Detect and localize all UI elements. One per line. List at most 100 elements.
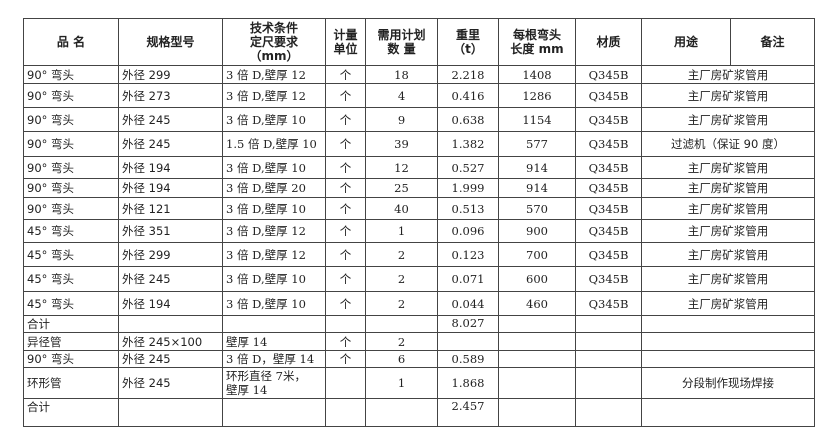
cell-material: Q345B (575, 197, 642, 220)
cell-item-name: 90° 弯头 (23, 156, 119, 179)
cell-spec: 外径 245 (118, 367, 223, 399)
cell-item-name: 异径管 (23, 332, 119, 351)
cell-spec: 外径 299 (118, 65, 223, 84)
cell-length: 577 (498, 131, 576, 157)
cell-usage: 主厂房矿浆管用 (641, 83, 815, 108)
cell-tech-req: 3 倍 D,壁厚 12 (222, 65, 326, 84)
cell-item-name: 90° 弯头 (23, 83, 119, 108)
cell-length (498, 350, 576, 368)
cell-tech-req: 3 倍 D,壁厚 12 (222, 242, 326, 267)
cell-tech-req: 3 倍 D，壁厚 14 (222, 350, 326, 368)
table-row: 90° 弯头 外径 245 3 倍 D,壁厚 10 个 9 0.638 1154 Q345B 主… (23, 107, 815, 132)
cell-spec: 外径 194 (118, 156, 223, 179)
cell-material: Q345B (575, 156, 642, 179)
cell-item-name: 环形管 (23, 367, 119, 399)
cell-unit: 个 (325, 107, 366, 132)
cell-tech-req: 3 倍 D,壁厚 20 (222, 178, 326, 198)
header-col-spec: 规格型号 (118, 18, 223, 66)
cell-spec: 外径 194 (118, 291, 223, 316)
cell-material: Q345B (575, 83, 642, 108)
cell-item-name: 45° 弯头 (23, 291, 119, 316)
cell-item-name: 90° 弯头 (23, 350, 119, 368)
table-row: 90° 弯头 外径 194 3 倍 D,壁厚 20 个 25 1.999 914 Q345B 主… (23, 178, 815, 198)
cell-tech-req: 3 倍 D,壁厚 10 (222, 291, 326, 316)
cell-weight: 0.071 (437, 266, 499, 292)
cell-usage (641, 315, 815, 333)
cell-tech-req (222, 315, 326, 333)
cell-quantity: 1 (365, 367, 438, 399)
cell-material (575, 367, 642, 399)
cell-length: 1154 (498, 107, 576, 132)
cell-weight (437, 332, 499, 351)
cell-spec: 外径 245 (118, 350, 223, 368)
cell-item-name: 45° 弯头 (23, 266, 119, 292)
header-col-unit: 计量 单位 (325, 18, 366, 66)
cell-length (498, 398, 576, 427)
cell-length: 460 (498, 291, 576, 316)
cell-unit (325, 398, 366, 427)
cell-length: 1408 (498, 65, 576, 84)
cell-tech-req: 3 倍 D,壁厚 12 (222, 219, 326, 243)
cell-material (575, 398, 642, 427)
cell-unit: 个 (325, 65, 366, 84)
cell-length: 1286 (498, 83, 576, 108)
cell-material: Q345B (575, 131, 642, 157)
cell-quantity: 4 (365, 83, 438, 108)
table-row: 90° 弯头 外径 299 3 倍 D,壁厚 12 个 18 2.218 1408 Q345B… (23, 65, 815, 84)
cell-unit: 个 (325, 83, 366, 108)
cell-usage: 主厂房矿浆管用 (641, 178, 815, 198)
cell-tech-req: 3 倍 D,壁厚 12 (222, 83, 326, 108)
cell-usage: 主厂房矿浆管用 (641, 65, 815, 84)
cell-unit: 个 (325, 266, 366, 292)
table-row: 90° 弯头 外径 194 3 倍 D,壁厚 10 个 12 0.527 914 Q345B 主… (23, 156, 815, 179)
cell-weight: 1.868 (437, 367, 499, 399)
cell-unit: 个 (325, 178, 366, 198)
cell-tech-req: 环形直径 7米， 壁厚 14 (222, 367, 326, 399)
cell-unit: 个 (325, 291, 366, 316)
cell-length: 914 (498, 178, 576, 198)
cell-unit: 个 (325, 156, 366, 179)
cell-quantity: 25 (365, 178, 438, 198)
cell-spec: 外径 245 (118, 131, 223, 157)
cell-material: Q345B (575, 266, 642, 292)
cell-length: 570 (498, 197, 576, 220)
cell-usage: 主厂房矿浆管用 (641, 107, 815, 132)
cell-weight: 0.096 (437, 219, 499, 243)
cell-weight: 2.457 (437, 398, 499, 427)
cell-item-name: 90° 弯头 (23, 65, 119, 84)
cell-quantity (365, 398, 438, 427)
cell-unit (325, 367, 366, 399)
cell-quantity: 39 (365, 131, 438, 157)
cell-usage: 主厂房矿浆管用 (641, 242, 815, 267)
cell-quantity: 9 (365, 107, 438, 132)
cell-usage: 主厂房矿浆管用 (641, 291, 815, 316)
table-row: 合计 2.457 (23, 398, 815, 427)
cell-usage: 过滤机（保证 90 度） (641, 131, 815, 157)
cell-usage: 主厂房矿浆管用 (641, 156, 815, 179)
cell-quantity: 40 (365, 197, 438, 220)
cell-usage: 主厂房矿浆管用 (641, 197, 815, 220)
cell-spec: 外径 245 (118, 266, 223, 292)
table-row: 环形管 外径 245 环形直径 7米， 壁厚 14 1 1.868 分段制作现场焊接 (23, 367, 815, 399)
cell-quantity: 2 (365, 266, 438, 292)
cell-weight: 1.999 (437, 178, 499, 198)
cell-tech-req: 3 倍 D,壁厚 10 (222, 266, 326, 292)
cell-quantity (365, 315, 438, 333)
cell-material: Q345B (575, 107, 642, 132)
cell-item-name: 45° 弯头 (23, 242, 119, 267)
cell-unit: 个 (325, 197, 366, 220)
table-row: 45° 弯头 外径 245 3 倍 D,壁厚 10 个 2 0.071 600 Q345B 主厂… (23, 266, 815, 292)
table-row: 90° 弯头 外径 121 3 倍 D,壁厚 10 个 40 0.513 570 Q345B 主… (23, 197, 815, 220)
cell-unit: 个 (325, 219, 366, 243)
cell-material: Q345B (575, 219, 642, 243)
cell-weight: 0.527 (437, 156, 499, 179)
cell-usage (641, 350, 815, 368)
cell-spec (118, 398, 223, 427)
cell-length (498, 315, 576, 333)
cell-weight: 0.513 (437, 197, 499, 220)
header-col-tech: 技术条件 定尺要求 （mm） (222, 18, 326, 66)
cell-spec: 外径 351 (118, 219, 223, 243)
cell-unit (325, 315, 366, 333)
table-row: 90° 弯头 外径 245 1.5 倍 D,壁厚 10 个 39 1.382 577 Q345… (23, 131, 815, 157)
cell-item-name: 90° 弯头 (23, 178, 119, 198)
